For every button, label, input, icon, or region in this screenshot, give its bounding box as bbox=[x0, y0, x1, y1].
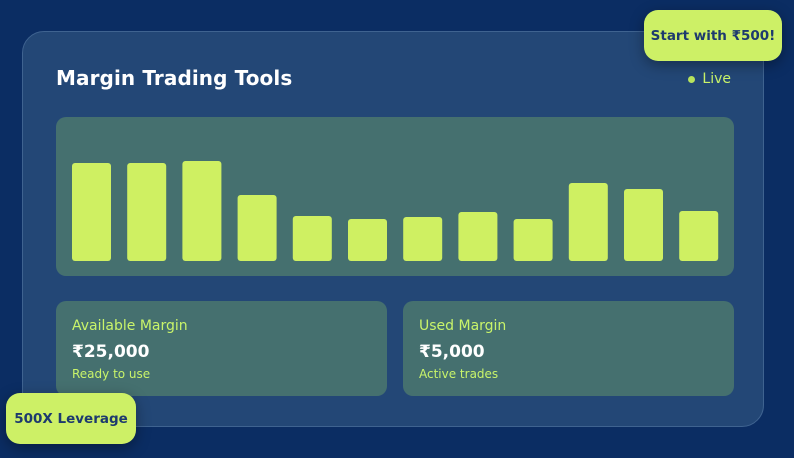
start-offer-badge[interactable]: Start with ₹500! bbox=[644, 10, 782, 61]
chart-bar-2 bbox=[127, 163, 167, 261]
chart-bar-11 bbox=[624, 189, 663, 261]
chart-panel bbox=[56, 117, 734, 276]
chart-bar-10 bbox=[568, 183, 608, 261]
chart-bar-7 bbox=[403, 217, 443, 261]
chart-bar-12 bbox=[679, 211, 719, 261]
available-margin-label: Available Margin bbox=[72, 318, 188, 334]
live-dot-icon bbox=[688, 75, 696, 83]
chart-bar-9 bbox=[513, 219, 553, 261]
chart-bar-5 bbox=[292, 216, 332, 261]
card-title: Margin Trading Tools bbox=[56, 66, 293, 90]
used-margin-value: ₹5,000 bbox=[419, 342, 485, 362]
chart-bar-6 bbox=[348, 219, 387, 261]
used-margin-sub: Active trades bbox=[419, 367, 499, 381]
available-margin-card: Available Margin ₹25,000 Ready to use bbox=[56, 301, 387, 396]
used-margin-card: Used Margin ₹5,000 Active trades bbox=[403, 301, 734, 396]
available-margin-sub: Ready to use bbox=[72, 367, 151, 381]
leverage-badge[interactable]: 500X Leverage bbox=[6, 393, 136, 444]
chart-bar-8 bbox=[458, 212, 498, 261]
margin-trading-card: Margin Trading Tools Live Available Marg… bbox=[22, 31, 764, 427]
chart-bar-4 bbox=[237, 195, 277, 261]
live-status: Live bbox=[688, 71, 731, 87]
live-status-label: Live bbox=[702, 71, 731, 87]
chart-bar-1 bbox=[72, 163, 111, 261]
available-margin-value: ₹25,000 bbox=[72, 342, 150, 362]
bar-chart bbox=[72, 161, 719, 261]
used-margin-label: Used Margin bbox=[419, 318, 507, 334]
chart-bar-3 bbox=[182, 161, 222, 261]
